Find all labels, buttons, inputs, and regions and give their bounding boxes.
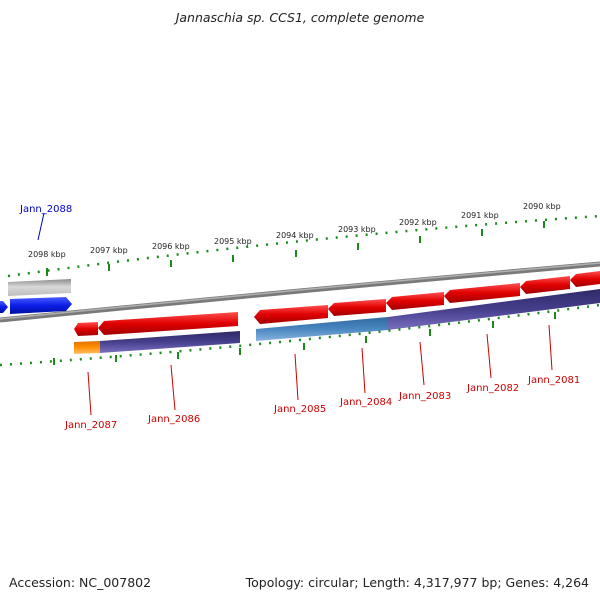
feature-track-lower[interactable] — [74, 289, 600, 354]
gene-jann-2083-arrow — [386, 292, 444, 310]
gene-labels: Jann_2088 Jann_2087 Jann_2086 Jann_2085 … — [19, 204, 580, 431]
gene-label-jann-2086[interactable]: Jann_2086 — [147, 414, 200, 425]
upper-ruler-dots — [7, 214, 600, 278]
ruler-label: 2090 kbp — [523, 202, 561, 211]
segment-purple — [100, 331, 240, 353]
gene-label-jann-2081[interactable]: Jann_2081 — [527, 375, 580, 386]
accession-text: Accession: NC_007802 — [9, 575, 152, 590]
ruler-label: 2097 kbp — [90, 246, 128, 255]
upper-ruler-major-ticks — [46, 221, 545, 276]
segment-purple — [388, 289, 600, 330]
ruler-label: 2098 kbp — [28, 250, 66, 259]
ruler-label: 2092 kbp — [399, 218, 437, 227]
ruler-label: 2093 kbp — [338, 225, 376, 234]
ruler-label: 2094 kbp — [276, 231, 314, 240]
topology-text: Topology: circular; Length: 4,317,977 bp… — [245, 575, 589, 590]
gene-jann-2087-arrow — [74, 322, 98, 336]
gene-jann-2084-arrow — [328, 299, 386, 316]
lower-ruler-major-ticks — [53, 312, 556, 365]
gene-red-partial-arrow — [570, 271, 600, 287]
gene-grey-bar[interactable] — [8, 279, 71, 296]
gene-blue-partial-arrow[interactable] — [0, 301, 8, 313]
label-leader-lines — [37, 212, 553, 416]
ruler-label: 2096 kbp — [152, 242, 190, 251]
gene-jann-2081-arrow — [520, 276, 570, 294]
red-gene-track[interactable] — [74, 271, 600, 336]
map-title: Jannaschia sp. CCS1, complete genome — [175, 10, 425, 25]
segment-orange — [74, 341, 100, 354]
gene-label-jann-2083[interactable]: Jann_2083 — [398, 391, 451, 402]
gene-jann-2086-arrow — [98, 312, 238, 335]
gene-jann-2082-arrow — [444, 283, 520, 303]
gene-label-jann-2084[interactable]: Jann_2084 — [339, 397, 392, 408]
genome-backbone — [0, 261, 600, 323]
gene-label-jann-2085[interactable]: Jann_2085 — [273, 404, 326, 415]
gene-jann-2088-arrow[interactable] — [10, 297, 72, 314]
gene-jann-2085-arrow — [254, 305, 328, 324]
ruler-label: 2091 kbp — [461, 211, 499, 220]
gene-label-jann-2088[interactable]: Jann_2088 — [19, 204, 72, 215]
segment-steel — [256, 317, 388, 341]
ruler-label: 2095 kbp — [214, 237, 252, 246]
gene-label-jann-2087[interactable]: Jann_2087 — [64, 420, 117, 431]
gene-label-jann-2082[interactable]: Jann_2082 — [466, 383, 519, 394]
ruler-labels: 2098 kbp 2097 kbp 2096 kbp 2095 kbp 2094… — [28, 202, 561, 259]
lower-ruler-dots — [0, 303, 600, 367]
